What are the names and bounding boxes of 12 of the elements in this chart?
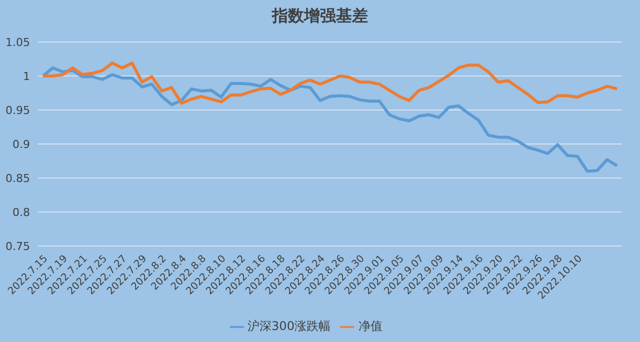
legend-label: 沪深300涨跌幅 (248, 319, 330, 333)
y-tick-label: 0.95 (6, 104, 30, 117)
y-tick-label: 1 (23, 70, 30, 83)
legend-label: 净值 (358, 319, 382, 333)
y-tick-label: 0.8 (12, 206, 30, 219)
y-tick-label: 1.05 (6, 36, 30, 49)
y-tick-label: 0.75 (6, 240, 30, 253)
chart-title: 指数增强基差 (270, 6, 369, 27)
line-series (42, 62, 618, 105)
y-tick-label: 0.9 (12, 138, 30, 151)
line-series (42, 66, 618, 173)
y-tick-label: 0.85 (6, 172, 30, 185)
